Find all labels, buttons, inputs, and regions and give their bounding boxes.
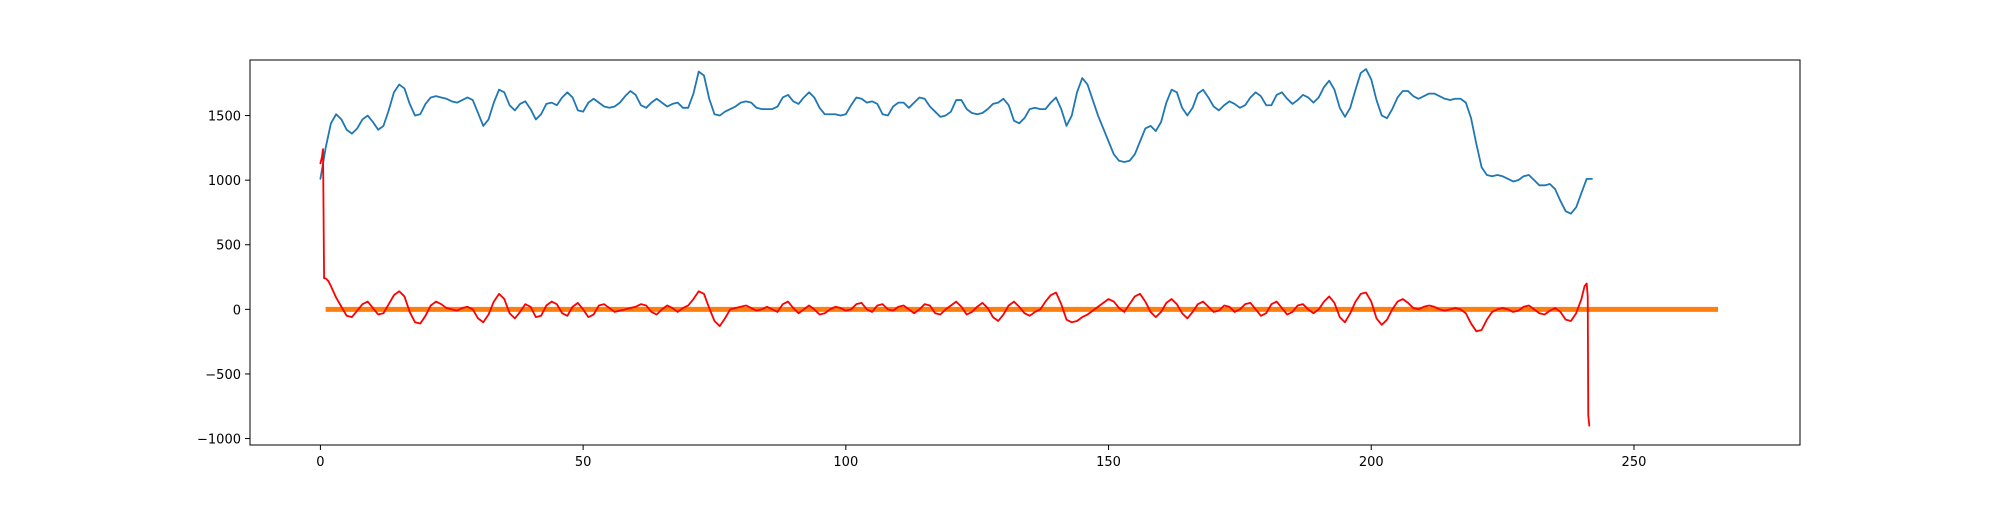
x-tick-label: 250	[1622, 455, 1647, 470]
plot-background	[250, 60, 1800, 445]
y-tick-label: 500	[216, 239, 241, 254]
x-axis: 0 50 100 150 200 250	[316, 445, 1646, 470]
x-tick-label: 200	[1359, 455, 1384, 470]
series-line-1	[319, 68, 1593, 215]
plot-frame	[249, 59, 1801, 446]
y-axis: −1000 −500 0 500 1000 1500	[197, 110, 250, 448]
y-tick-label: 1000	[208, 174, 241, 189]
y-tick-label: 0	[233, 303, 241, 318]
x-tick-label: 50	[575, 455, 592, 470]
x-tick-label: 0	[316, 455, 324, 470]
y-tick-label: −500	[205, 368, 241, 383]
series-layer	[319, 68, 1719, 427]
x-tick-label: 150	[1096, 455, 1121, 470]
y-tick-label: 1500	[208, 110, 241, 125]
y-tick-label: −1000	[197, 433, 241, 448]
series-line-3	[319, 148, 1591, 427]
x-tick-label: 100	[833, 455, 858, 470]
